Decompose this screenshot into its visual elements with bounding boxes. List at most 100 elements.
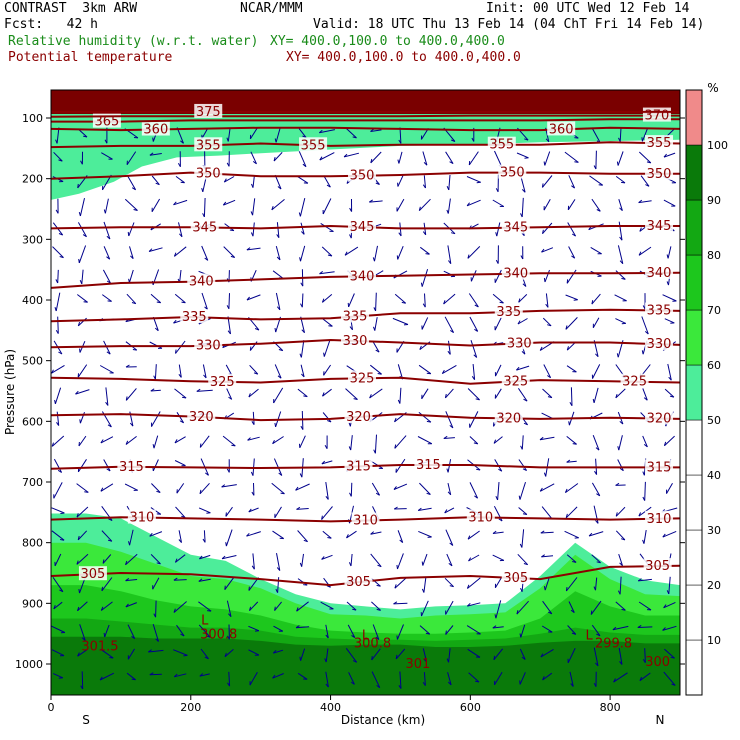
wind-arrowhead bbox=[547, 611, 553, 615]
wind-arrowhead bbox=[419, 345, 422, 350]
annotation-label: 301.5 bbox=[81, 640, 118, 655]
wind-vector bbox=[52, 246, 64, 258]
wind-arrowhead bbox=[101, 586, 103, 591]
wind-arrowhead bbox=[107, 539, 113, 542]
wind-arrowhead bbox=[149, 152, 154, 156]
wind-vector bbox=[297, 672, 308, 680]
wind-arrowhead bbox=[666, 281, 669, 286]
wind-vector bbox=[198, 578, 211, 582]
colorbar-segment bbox=[685, 199, 703, 256]
theta-label-335: 335 bbox=[647, 304, 672, 319]
wind-vector bbox=[51, 364, 65, 374]
wind-arrowhead bbox=[324, 444, 328, 449]
wind-vector bbox=[350, 553, 353, 567]
wind-arrowhead bbox=[60, 512, 65, 514]
wind-arrowhead bbox=[476, 468, 481, 471]
wind-vector bbox=[663, 601, 676, 609]
theta-label-bg bbox=[494, 304, 523, 319]
wind-arrowhead bbox=[377, 564, 382, 568]
theta-label-bg bbox=[348, 268, 377, 283]
wind-arrowhead bbox=[253, 372, 258, 375]
wind-arrowhead bbox=[425, 253, 430, 255]
wind-arrowhead bbox=[596, 493, 601, 497]
wind-arrowhead bbox=[224, 585, 226, 590]
wind-arrowhead bbox=[60, 539, 65, 541]
wind-arrowhead bbox=[638, 512, 642, 517]
theta-label-355: 355 bbox=[647, 136, 672, 151]
colorbar-tick-label: 80 bbox=[707, 249, 721, 262]
wind-vector bbox=[447, 198, 451, 214]
wind-vector bbox=[273, 387, 284, 404]
wind-arrowhead bbox=[426, 372, 431, 375]
wind-arrowhead bbox=[198, 578, 203, 582]
wind-vector bbox=[201, 245, 209, 261]
wind-vector bbox=[173, 601, 187, 613]
wind-arrowhead bbox=[666, 254, 669, 259]
wind-vector bbox=[202, 364, 207, 378]
init-time: Init: 00 UTC Wed 12 Feb 14 bbox=[486, 1, 690, 16]
wind-vector bbox=[643, 530, 647, 544]
wind-vector bbox=[99, 672, 115, 681]
wind-vector bbox=[369, 388, 383, 399]
wind-arrowhead bbox=[278, 472, 283, 476]
wind-arrowhead bbox=[595, 353, 599, 358]
theta-label-330: 330 bbox=[507, 336, 532, 351]
wind-arrowhead bbox=[523, 398, 528, 402]
wind-arrowhead bbox=[303, 539, 308, 543]
wind-vector bbox=[127, 624, 136, 639]
wind-arrowhead bbox=[348, 446, 352, 451]
wind-vector bbox=[518, 294, 528, 303]
wind-vector bbox=[397, 175, 404, 187]
wind-vector bbox=[521, 197, 524, 218]
wind-arrowhead bbox=[376, 608, 381, 611]
wind-vector bbox=[320, 601, 334, 610]
wind-arrowhead bbox=[246, 247, 251, 251]
wind-vector bbox=[493, 648, 503, 661]
wind-arrowhead bbox=[204, 257, 209, 261]
wind-vector bbox=[617, 151, 624, 166]
wind-arrowhead bbox=[229, 229, 234, 232]
wind-vector bbox=[81, 671, 84, 690]
theta-label-325: 325 bbox=[350, 371, 375, 386]
wind-vector bbox=[370, 151, 382, 164]
wind-arrowhead bbox=[493, 439, 497, 444]
wind-arrowhead bbox=[204, 656, 209, 660]
wind-vector bbox=[320, 222, 334, 232]
wind-arrowhead bbox=[274, 606, 276, 611]
wind-arrowhead bbox=[443, 435, 448, 439]
wind-arrowhead bbox=[446, 658, 450, 663]
wind-arrowhead bbox=[299, 656, 302, 661]
wind-vector bbox=[617, 459, 624, 471]
wind-arrowhead bbox=[272, 674, 276, 679]
wind-vector bbox=[151, 483, 161, 493]
annotation-label: L bbox=[586, 629, 594, 644]
wind-vector bbox=[176, 483, 185, 494]
x-axis-label: Distance (km) bbox=[341, 713, 425, 727]
wind-arrowhead bbox=[570, 683, 574, 687]
wind-vector bbox=[221, 484, 237, 488]
wind-arrowhead bbox=[125, 577, 130, 582]
wind-arrowhead bbox=[370, 158, 373, 164]
wind-vector bbox=[346, 601, 357, 611]
theta-label-355: 355 bbox=[489, 138, 514, 153]
wind-vector bbox=[252, 198, 256, 216]
wind-vector bbox=[276, 222, 280, 238]
wind-vector bbox=[519, 672, 526, 685]
wind-arrowhead bbox=[250, 232, 254, 237]
wind-arrowhead bbox=[375, 492, 380, 496]
wind-arrowhead bbox=[662, 533, 666, 538]
wind-vector bbox=[615, 388, 626, 399]
wind-arrowhead bbox=[615, 482, 620, 486]
wind-vector bbox=[638, 151, 652, 164]
wind-arrowhead bbox=[107, 424, 112, 428]
wind-arrowhead bbox=[225, 542, 227, 547]
wind-arrowhead bbox=[642, 496, 646, 501]
wind-vector bbox=[418, 412, 432, 423]
theta-label-320: 320 bbox=[189, 410, 214, 425]
wind-vector bbox=[148, 649, 164, 653]
wind-arrowhead bbox=[644, 331, 649, 335]
forecast-hour: Fcst: 42 h bbox=[4, 17, 98, 32]
theta-label-bg bbox=[117, 458, 146, 473]
wind-arrowhead bbox=[375, 349, 380, 353]
